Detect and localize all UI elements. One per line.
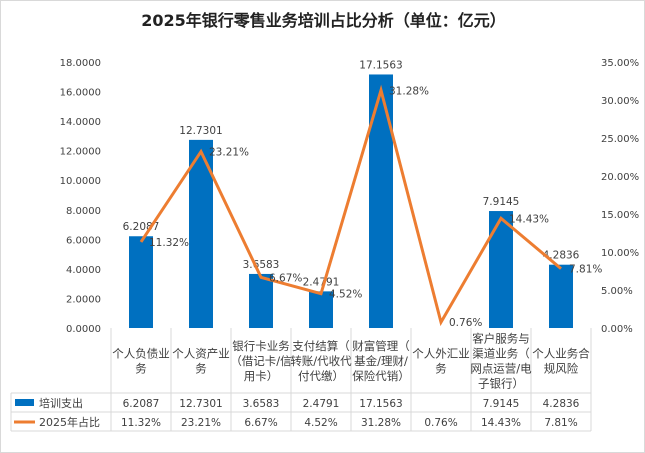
category-label: 付代缴）	[298, 369, 344, 383]
category-label: 个人外汇业	[412, 347, 470, 361]
table-cell: 6.2087	[123, 398, 160, 410]
left-axis-tick: 10.0000	[60, 176, 101, 187]
legend-label: 培训支出	[39, 396, 83, 410]
line-data-label: 23.21%	[209, 147, 249, 159]
category-label: 用卡）	[244, 369, 279, 383]
left-axis-tick: 16.0000	[60, 88, 101, 99]
table-cell: 4.52%	[304, 417, 337, 429]
category-label: 渠道业务（	[472, 347, 530, 361]
table-cell: 4.2836	[543, 398, 580, 410]
table-cell: 12.7301	[179, 398, 222, 410]
left-axis-tick: 4.0000	[66, 265, 101, 276]
left-axis-tick: 12.0000	[60, 147, 101, 158]
category-label: 客户服务与	[472, 332, 530, 346]
table-cell: 11.32%	[121, 417, 161, 429]
table-cell: 6.67%	[244, 417, 277, 429]
category-label: 保险代销）	[352, 369, 410, 383]
left-axis-tick: 2.0000	[66, 294, 101, 305]
bar	[249, 273, 273, 328]
line-data-label: 31.28%	[389, 85, 429, 97]
bar	[489, 211, 513, 328]
bar-data-label: 12.7301	[179, 125, 222, 137]
table-cell: 0.76%	[424, 417, 457, 429]
bar	[309, 291, 333, 328]
bar	[549, 264, 573, 328]
table-cell: 7.81%	[544, 417, 577, 429]
left-axis-tick: 0.0000	[66, 324, 101, 335]
category-label: 务	[195, 362, 207, 376]
table-cell: 14.43%	[481, 417, 521, 429]
bar-data-label: 3.6583	[243, 259, 280, 271]
category-label: 个人负债业	[112, 347, 170, 361]
bar	[129, 236, 153, 328]
category-label: 个人业务合	[532, 347, 590, 361]
right-axis-tick: 35.00%	[601, 58, 639, 69]
legend-label: 2025年占比	[39, 415, 100, 429]
category-label: 转账/代收代	[290, 354, 352, 368]
table-cell: 17.1563	[359, 398, 402, 410]
right-axis-tick: 10.00%	[601, 248, 639, 259]
line-series	[139, 84, 562, 327]
category-label: 务	[135, 362, 147, 376]
category-label: 财富管理（	[352, 339, 410, 353]
right-axis-tick: 20.00%	[601, 172, 639, 183]
chart-title: 2025年银行零售业务培训占比分析（单位：亿元）	[141, 11, 506, 30]
left-axis-tick: 18.0000	[60, 58, 101, 69]
category-label: 网点运营/电	[470, 362, 532, 376]
category-label: 子银行）	[478, 377, 524, 391]
bar-data-label: 17.1563	[359, 59, 402, 71]
left-axis-tick: 14.0000	[60, 117, 101, 128]
category-label: 银行卡业务	[232, 339, 290, 353]
table-cell: 31.28%	[361, 417, 401, 429]
category-label: 规风险	[544, 362, 579, 376]
right-axis-tick: 30.00%	[601, 96, 639, 107]
right-axis-tick: 15.00%	[601, 210, 639, 221]
legend-bar-swatch	[15, 399, 34, 406]
category-label: 务	[435, 362, 447, 376]
right-axis-tick: 0.00%	[601, 324, 633, 335]
line-data-label: 11.32%	[149, 237, 189, 249]
line-data-label: 14.43%	[509, 213, 549, 225]
right-axis-tick: 25.00%	[601, 134, 639, 145]
bar-data-label: 7.9145	[483, 196, 520, 208]
table-cell: 23.21%	[181, 417, 221, 429]
table-cell: 7.9145	[483, 398, 520, 410]
bar	[369, 74, 393, 328]
bar-data-label: 4.2836	[543, 250, 580, 262]
table-cell: 2.4791	[303, 398, 340, 410]
table-cell: 3.6583	[243, 398, 280, 410]
line-data-label: 6.67%	[269, 272, 302, 284]
category-label: 个人资产业	[172, 347, 230, 361]
line-data-label: 4.52%	[329, 289, 362, 301]
left-axis-tick: 6.0000	[66, 235, 101, 246]
category-label: （借记卡/信	[230, 354, 291, 368]
category-label: 基金/理财/	[354, 354, 408, 368]
bar-data-label: 2.4791	[303, 276, 340, 288]
line-data-label: 0.76%	[449, 317, 482, 329]
right-axis-tick: 5.00%	[601, 286, 633, 297]
category-label: 支付结算（	[292, 339, 350, 353]
left-axis-tick: 8.0000	[66, 206, 101, 217]
line-data-label: 7.81%	[569, 264, 602, 276]
